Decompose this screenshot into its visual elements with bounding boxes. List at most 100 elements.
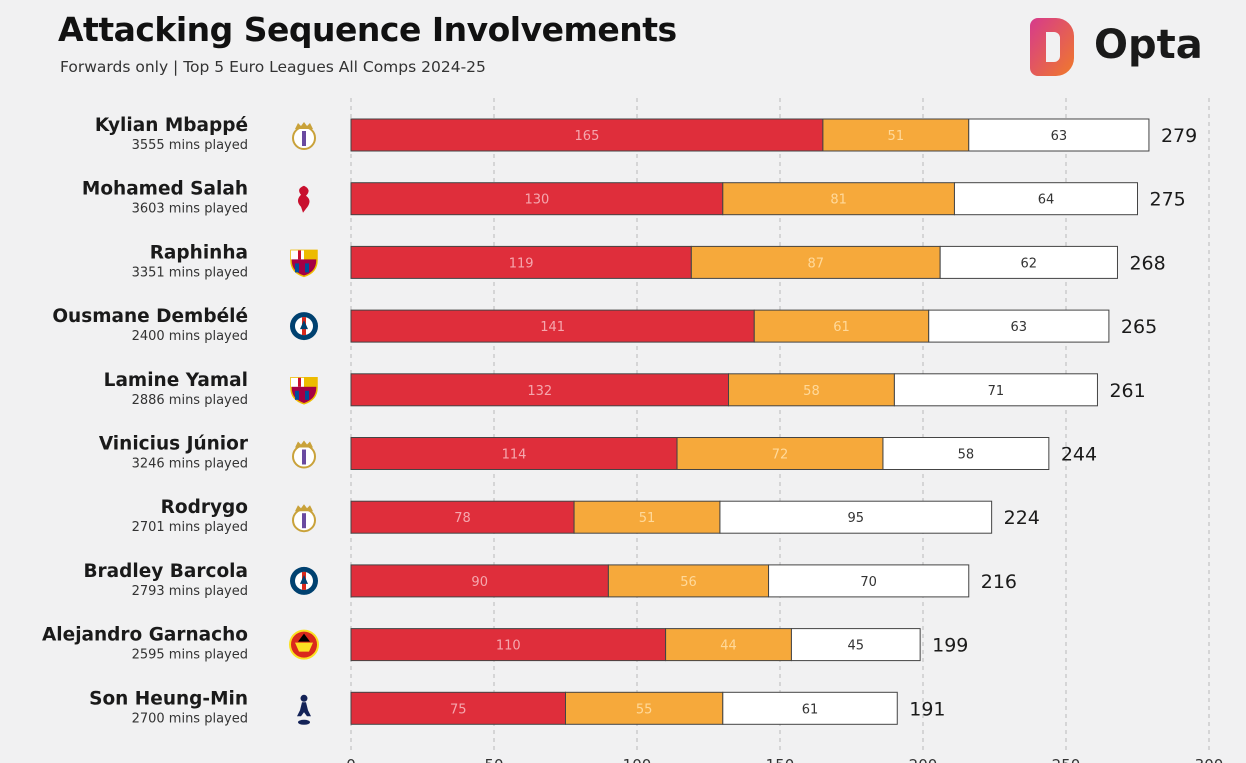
- opta-wordmark: Opta: [1094, 22, 1203, 68]
- bar-segment-3: [722, 691, 898, 725]
- bar-segment-3: [768, 564, 970, 598]
- bar-segment-label: 55: [636, 702, 653, 717]
- bar-segment-1: [350, 182, 724, 216]
- bar-segment-label: 56: [680, 575, 697, 590]
- bar-segment-1: [350, 245, 692, 279]
- bar-segment-3: [928, 309, 1110, 343]
- bar-segment-label: 81: [830, 193, 847, 208]
- player-mins-played: 3351 mins played: [132, 265, 248, 280]
- bar-segment-1: [350, 373, 730, 407]
- tottenham-crest-icon: [297, 694, 311, 725]
- bar-segment-2: [607, 564, 770, 598]
- bar-segment-label: 72: [772, 448, 789, 463]
- bar-total-label: 216: [981, 571, 1017, 593]
- bar-segment-label: 70: [860, 575, 877, 590]
- real-madrid-crest-icon: [292, 122, 316, 150]
- bar-total-label: 279: [1161, 125, 1197, 147]
- bar-segment-2: [565, 691, 724, 725]
- bar-segment-3: [968, 118, 1150, 152]
- opta-logo: Opta: [1024, 12, 1203, 84]
- bar-total-label: 199: [932, 635, 968, 657]
- x-tick-label: 150: [766, 756, 795, 763]
- man-utd-crest-icon: [289, 629, 319, 660]
- bar-segment-2: [690, 245, 941, 279]
- player-mins-played: 2886 mins played: [132, 393, 248, 408]
- bar-segment-label: 64: [1038, 193, 1055, 208]
- bar-segment-label: 51: [639, 511, 656, 526]
- player-name: Rodrygo: [161, 497, 248, 518]
- chart-title: Attacking Sequence Involvements: [58, 10, 677, 49]
- player-name: Lamine Yamal: [104, 370, 248, 391]
- bar-segment-2: [722, 182, 955, 216]
- bar-segment-1: [350, 500, 575, 534]
- bar-segment-3: [790, 628, 921, 662]
- bar-segment-2: [676, 437, 884, 470]
- x-tick-label: 200: [909, 756, 938, 763]
- player-mins-played: 2595 mins played: [132, 648, 248, 663]
- bar-segment-3: [882, 437, 1050, 470]
- barcelona-crest-icon: [290, 377, 318, 405]
- bar-segment-label: 114: [502, 448, 527, 463]
- bar-total-label: 224: [1004, 507, 1040, 529]
- bar-total-label: 244: [1061, 444, 1097, 466]
- bar-segment-label: 78: [454, 511, 471, 526]
- player-name: Son Heung-Min: [89, 688, 248, 709]
- real-madrid-crest-icon: [292, 504, 316, 533]
- liverpool-crest-icon: [298, 185, 310, 213]
- bar-total-label: 265: [1121, 316, 1157, 338]
- player-name: Raphinha: [150, 242, 248, 263]
- bar-segment-label: 141: [540, 320, 565, 335]
- bar-segment-label: 95: [848, 511, 865, 526]
- bar-segment-label: 61: [802, 702, 819, 717]
- chart-subtitle: Forwards only | Top 5 Euro Leagues All C…: [60, 58, 486, 76]
- bar-segment-2: [728, 373, 895, 407]
- opta-mark-icon: [1030, 18, 1074, 76]
- bar-segment-label: 71: [988, 384, 1005, 399]
- bar-total-label: 261: [1109, 380, 1145, 402]
- bar-segment-label: 119: [509, 256, 534, 271]
- player-name: Bradley Barcola: [83, 561, 248, 582]
- bar-segment-3: [953, 182, 1139, 216]
- real-madrid-crest-icon: [292, 440, 316, 469]
- player-mins-played: 3246 mins played: [132, 457, 248, 472]
- bar-segment-1: [350, 309, 755, 343]
- bar-total-label: 275: [1150, 189, 1186, 211]
- player-name: Alejandro Garnacho: [42, 625, 248, 646]
- bar-segment-label: 63: [1011, 320, 1028, 335]
- player-mins-played: 2700 mins played: [132, 711, 248, 726]
- bar-segment-label: 75: [450, 702, 467, 717]
- bar-segment-label: 63: [1051, 129, 1068, 144]
- x-tick-label: 250: [1052, 756, 1081, 763]
- x-tick-label: 100: [623, 756, 652, 763]
- bar-segment-1: [350, 437, 678, 470]
- bar-segment-3: [893, 373, 1098, 407]
- player-mins-played: 3603 mins played: [132, 202, 248, 217]
- barcelona-crest-icon: [290, 249, 318, 278]
- player-mins-played: 2793 mins played: [132, 584, 248, 599]
- x-tick-label: 0: [346, 756, 356, 763]
- player-mins-played: 3555 mins played: [132, 138, 248, 153]
- bar-segment-label: 51: [888, 129, 905, 144]
- bar-segment-1: [350, 628, 667, 662]
- player-name: Kylian Mbappé: [95, 115, 248, 136]
- bar-segment-label: 165: [575, 129, 600, 144]
- bar-segment-label: 87: [807, 256, 824, 271]
- player-name: Mohamed Salah: [82, 179, 248, 200]
- bar-segment-label: 61: [833, 320, 850, 335]
- player-mins-played: 2400 mins played: [132, 329, 248, 344]
- x-tick-label: 300: [1195, 756, 1224, 763]
- bar-segment-1: [350, 564, 609, 598]
- bar-segment-2: [665, 628, 792, 662]
- x-tick-label: 50: [484, 756, 503, 763]
- bar-segment-3: [719, 500, 993, 534]
- bar-segment-label: 44: [720, 639, 737, 654]
- bar-segment-2: [822, 118, 970, 152]
- player-name: Vinicius Júnior: [99, 434, 249, 455]
- player-mins-played: 2701 mins played: [132, 520, 248, 535]
- player-name: Ousmane Dembélé: [52, 306, 248, 327]
- psg-crest-icon: [290, 566, 318, 595]
- bar-segment-1: [350, 691, 566, 725]
- psg-crest-icon: [290, 312, 318, 341]
- bar-segment-label: 58: [803, 384, 820, 399]
